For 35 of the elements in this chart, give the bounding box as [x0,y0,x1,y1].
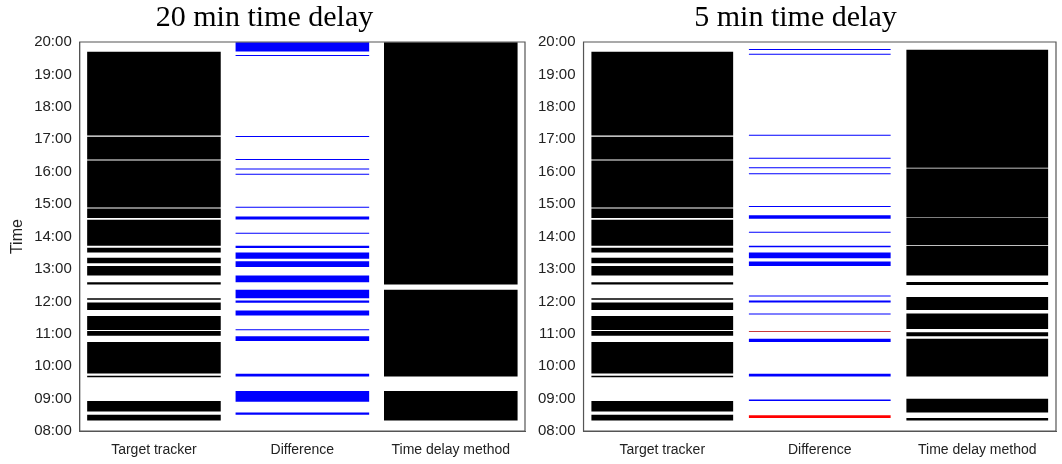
y-tick-label: 11:00 [35,324,72,342]
y-tick-label: 15:00 [34,194,72,212]
y-tick-label: 17:00 [34,129,72,147]
y-tick-label: 09:00 [34,388,72,406]
y-tick-label: 20:00 [537,32,576,50]
y-tick-label: 14:00 [34,226,72,244]
y-axis-title: Time [8,219,26,255]
y-tick-label: 18:00 [537,97,576,115]
x-tick-label: Target tracker [619,441,706,458]
y-tick-label: 16:00 [537,161,576,179]
y-tick-label: 17:00 [537,129,576,147]
x-tick-label: Difference [270,441,335,458]
chart-title: 20 min time delay [155,0,374,32]
chart-title: 5 min time delay [694,0,897,32]
y-tick-label: 19:00 [537,64,576,82]
y-tick-label: 12:00 [34,291,72,309]
y-tick-label: 19:00 [34,64,72,82]
y-tick-label: 14:00 [537,226,576,244]
y-tick-label: 11:00 [539,324,576,342]
y-tick-label: 08:00 [34,421,72,439]
y-tick-label: 18:00 [34,97,72,115]
y-tick-label: 13:00 [34,259,72,277]
y-tick-label: 10:00 [34,356,72,374]
x-tick-label: Difference [787,441,852,458]
x-tick-label: Target tracker [111,441,198,458]
y-tick-label: 20:00 [34,32,72,50]
y-tick-label: 09:00 [537,388,576,406]
y-tick-label: 12:00 [537,291,576,309]
x-tick-label: Time delay method [391,441,511,458]
y-tick-label: 10:00 [537,356,576,374]
y-tick-label: 08:00 [537,421,576,439]
x-tick-label: Time delay method [917,441,1037,458]
y-tick-label: 13:00 [537,259,576,277]
y-tick-label: 15:00 [537,194,576,212]
y-tick-label: 16:00 [34,161,72,179]
